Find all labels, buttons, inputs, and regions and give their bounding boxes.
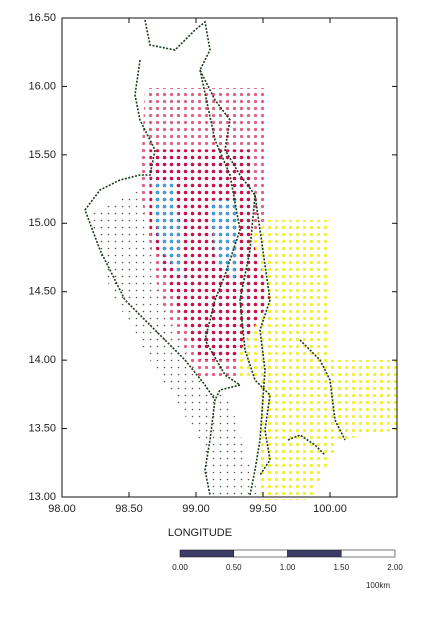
dot-field bbox=[90, 88, 397, 500]
scale-segment bbox=[287, 549, 342, 558]
scale-segment bbox=[340, 549, 396, 558]
y-tick-label: 15.00 bbox=[28, 217, 56, 229]
scale-label: 0.50 bbox=[226, 563, 242, 572]
boundaries bbox=[84, 19, 346, 496]
plot-frame bbox=[61, 17, 398, 498]
y-tick-label: 14.00 bbox=[28, 354, 56, 366]
y-tick-label: 15.50 bbox=[28, 149, 56, 161]
scale-label: 1.50 bbox=[333, 563, 349, 572]
scale-segment bbox=[179, 549, 235, 558]
x-tick-label: 99.00 bbox=[182, 503, 210, 515]
x-tick-label: 100.00 bbox=[313, 503, 347, 515]
y-tick-label: 13.00 bbox=[28, 491, 56, 503]
scale-label: 0.00 bbox=[172, 563, 188, 572]
scale-label: 1.00 bbox=[280, 563, 296, 572]
y-tick-label: 14.50 bbox=[28, 286, 56, 298]
x-tick-label: 98.00 bbox=[48, 503, 76, 515]
scale-label: 2.00 bbox=[387, 563, 403, 572]
y-tick-label: 16.00 bbox=[28, 80, 56, 92]
x-axis-label: LONGITUDE bbox=[168, 527, 232, 539]
scale-unit: 100km bbox=[366, 581, 390, 590]
y-tick-label: 13.50 bbox=[28, 422, 56, 434]
scale-segment bbox=[233, 549, 288, 558]
x-tick-label: 98.50 bbox=[115, 503, 143, 515]
x-tick-label: 99.50 bbox=[249, 503, 277, 515]
y-tick-label: 16.50 bbox=[28, 12, 56, 24]
